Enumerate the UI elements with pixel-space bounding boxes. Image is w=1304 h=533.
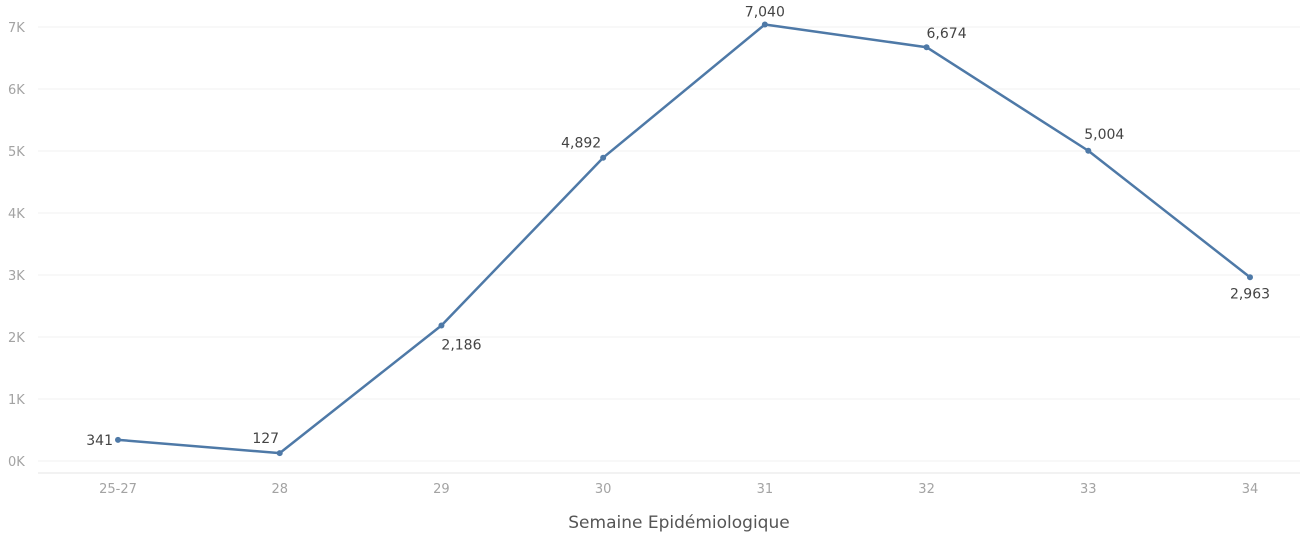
data-point xyxy=(600,154,607,161)
series-line xyxy=(116,23,1252,455)
y-tick-label: 3K xyxy=(8,269,25,284)
data-point xyxy=(276,450,283,457)
data-point xyxy=(438,322,445,329)
data-label: 6,674 xyxy=(927,26,967,42)
y-tick-label: 7K xyxy=(8,21,25,36)
data-label: 5,004 xyxy=(1084,127,1124,143)
data-label: 2,963 xyxy=(1230,286,1270,302)
y-tick-label: 5K xyxy=(8,145,25,160)
data-labels: 341 127 2,186 4,892 7,040 6,674 5,004 2,963 xyxy=(86,5,1270,449)
x-tick-label: 30 xyxy=(595,482,612,497)
data-label: 127 xyxy=(252,431,279,447)
data-point xyxy=(761,21,768,28)
gridlines xyxy=(38,26,1300,474)
y-tick-label: 0K xyxy=(8,455,25,470)
data-points xyxy=(115,21,1253,457)
x-axis-title: Semaine Epidémiologique xyxy=(568,513,789,533)
x-tick-label: 31 xyxy=(757,482,774,497)
x-tick-label: 25-27 xyxy=(99,482,137,497)
y-tick-label: 4K xyxy=(8,207,25,222)
data-label: 341 xyxy=(86,433,113,449)
y-tick-label: 6K xyxy=(8,83,25,98)
data-point xyxy=(1085,147,1092,154)
x-tick-label: 33 xyxy=(1080,482,1097,497)
data-point xyxy=(1247,274,1253,281)
x-tick-label: 32 xyxy=(918,482,935,497)
data-label: 2,186 xyxy=(441,337,481,353)
x-tick-label: 29 xyxy=(433,482,450,497)
y-tick-label: 2K xyxy=(8,331,25,346)
x-tick-label: 28 xyxy=(271,482,288,497)
y-axis-ticks: 0K 1K 2K 3K 4K 5K 6K 7K xyxy=(8,21,25,470)
data-label: 7,040 xyxy=(745,5,785,21)
data-label: 4,892 xyxy=(561,136,601,152)
x-axis-ticks: 25-27 28 29 30 31 32 33 34 xyxy=(99,482,1258,497)
y-tick-label: 1K xyxy=(8,393,25,408)
data-point xyxy=(115,436,121,443)
data-point xyxy=(923,44,930,51)
x-tick-label: 34 xyxy=(1242,482,1259,497)
